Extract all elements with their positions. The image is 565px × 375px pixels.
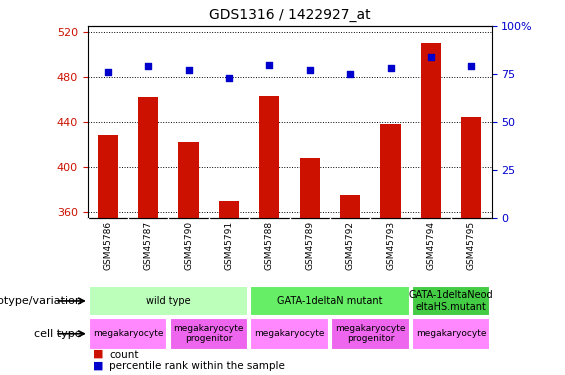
- Point: [144, 63, 153, 69]
- Bar: [98, 135, 118, 218]
- Text: GSM45791: GSM45791: [224, 221, 233, 270]
- Bar: [299, 158, 320, 218]
- Bar: [380, 124, 401, 218]
- Point: [386, 65, 395, 71]
- Bar: [138, 97, 158, 218]
- Point: [184, 67, 193, 73]
- Bar: [170, 318, 248, 350]
- Bar: [250, 318, 329, 350]
- Text: GSM45795: GSM45795: [467, 221, 476, 270]
- Text: GSM45793: GSM45793: [386, 221, 395, 270]
- Point: [265, 62, 274, 68]
- Text: megakaryocyte
progenitor: megakaryocyte progenitor: [335, 324, 406, 344]
- Text: megakaryocyte: megakaryocyte: [93, 329, 163, 338]
- Point: [467, 63, 476, 69]
- Text: GSM45789: GSM45789: [305, 221, 314, 270]
- Text: cell type: cell type: [34, 329, 82, 339]
- Point: [103, 69, 112, 75]
- Bar: [421, 43, 441, 218]
- Text: percentile rank within the sample: percentile rank within the sample: [109, 361, 285, 371]
- Text: GSM45788: GSM45788: [265, 221, 274, 270]
- Bar: [89, 286, 248, 316]
- Text: GATA-1deltaNeod
eltaHS.mutant: GATA-1deltaNeod eltaHS.mutant: [409, 290, 493, 312]
- Bar: [179, 142, 199, 218]
- Point: [224, 75, 233, 81]
- Text: GATA-1deltaN mutant: GATA-1deltaN mutant: [277, 296, 383, 306]
- Text: megakaryocyte: megakaryocyte: [416, 329, 486, 338]
- Text: GSM45787: GSM45787: [144, 221, 153, 270]
- Point: [346, 71, 355, 77]
- Text: GSM45792: GSM45792: [346, 221, 355, 270]
- Text: megakaryocyte
progenitor: megakaryocyte progenitor: [173, 324, 244, 344]
- Point: [305, 67, 314, 73]
- Bar: [412, 318, 490, 350]
- Bar: [219, 201, 239, 217]
- Text: GSM45786: GSM45786: [103, 221, 112, 270]
- Bar: [461, 117, 481, 218]
- Point: [427, 54, 436, 60]
- Bar: [259, 96, 280, 218]
- Text: ■: ■: [93, 360, 104, 370]
- Text: megakaryocyte: megakaryocyte: [254, 329, 325, 338]
- Bar: [340, 195, 360, 217]
- Bar: [250, 286, 410, 316]
- Text: GSM45790: GSM45790: [184, 221, 193, 270]
- Title: GDS1316 / 1422927_at: GDS1316 / 1422927_at: [208, 9, 371, 22]
- Bar: [331, 318, 410, 350]
- Bar: [412, 286, 490, 316]
- Text: count: count: [109, 350, 138, 360]
- Text: ■: ■: [93, 349, 104, 359]
- Bar: [89, 318, 167, 350]
- Text: genotype/variation: genotype/variation: [0, 296, 82, 306]
- Text: GSM45794: GSM45794: [427, 221, 436, 270]
- Text: wild type: wild type: [146, 296, 190, 306]
